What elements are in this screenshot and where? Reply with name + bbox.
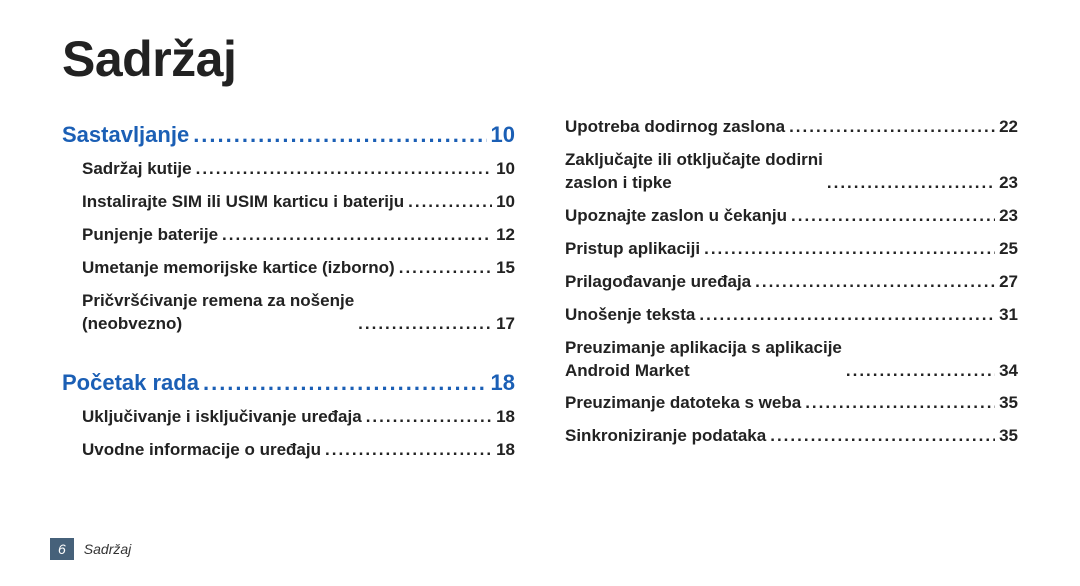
entry-page: 15	[496, 257, 515, 280]
leader-dots	[704, 238, 995, 261]
section-page: 10	[491, 122, 515, 148]
toc-entry: Pristup aplikaciji 25	[565, 238, 1018, 261]
entry-label: Uključivanje i isključivanje uređaja	[82, 406, 362, 429]
toc-entry: Uvodne informacije o uređaju 18	[62, 439, 515, 462]
entry-label: Preuzimanje aplikacija s aplikacije Andr…	[565, 337, 842, 383]
entry-label: Punjenje baterije	[82, 224, 218, 247]
entry-page: 17	[496, 313, 515, 336]
entry-page: 34	[999, 360, 1018, 383]
toc-entry: Unošenje teksta 31	[565, 304, 1018, 327]
entry-label: Uvodne informacije o uređaju	[82, 439, 321, 462]
entry-label-line2: (neobvezno)	[82, 313, 354, 336]
section-page: 18	[491, 370, 515, 396]
leader-dots	[325, 439, 492, 462]
entry-label-line1: Zaključajte ili otključajte dodirni	[565, 150, 823, 169]
leader-dots	[805, 392, 995, 415]
toc-entry: Upotreba dodirnog zaslona 22	[565, 116, 1018, 139]
page-number-badge: 6	[50, 538, 74, 560]
entry-label: Preuzimanje datoteka s weba	[565, 392, 801, 415]
entry-page: 22	[999, 116, 1018, 139]
entry-label: Unošenje teksta	[565, 304, 695, 327]
section-header-sastavljanje: Sastavljanje 10	[62, 122, 515, 148]
leader-dots	[203, 370, 487, 396]
spacer	[62, 346, 515, 364]
leader-dots	[846, 360, 995, 383]
section-label: Sastavljanje	[62, 122, 189, 148]
entry-page: 35	[999, 392, 1018, 415]
toc-right-column: Upotreba dodirnog zaslona 22 Zaključajte…	[565, 116, 1018, 472]
entry-page: 31	[999, 304, 1018, 327]
entry-label: Upoznajte zaslon u čekanju	[565, 205, 787, 228]
entry-label-line1: Preuzimanje aplikacija s aplikacije	[565, 338, 842, 357]
leader-dots	[399, 257, 492, 280]
leader-dots	[193, 122, 486, 148]
leader-dots	[791, 205, 995, 228]
page-footer: 6 Sadržaj	[50, 538, 131, 560]
page: Sadržaj Sastavljanje 10 Sadržaj kutije 1…	[0, 0, 1080, 586]
entry-label: Upotreba dodirnog zaslona	[565, 116, 785, 139]
entry-page: 10	[496, 158, 515, 181]
entry-label-line2: Android Market	[565, 360, 842, 383]
toc-left-column: Sastavljanje 10 Sadržaj kutije 10 Instal…	[62, 116, 515, 472]
entry-label: Zaključajte ili otključajte dodirni zasl…	[565, 149, 823, 195]
entry-label: Pričvršćivanje remena za nošenje (neobve…	[82, 290, 354, 336]
entry-page: 25	[999, 238, 1018, 261]
leader-dots	[789, 116, 995, 139]
leader-dots	[222, 224, 492, 247]
entry-label-line2: zaslon i tipke	[565, 172, 823, 195]
page-title: Sadržaj	[62, 30, 1018, 88]
toc-entry: Prilagođavanje uređaja 27	[565, 271, 1018, 294]
entry-page: 10	[496, 191, 515, 214]
entry-page: 23	[999, 172, 1018, 195]
leader-dots	[196, 158, 492, 181]
leader-dots	[770, 425, 995, 448]
entry-label: Pristup aplikaciji	[565, 238, 700, 261]
entry-page: 23	[999, 205, 1018, 228]
leader-dots	[827, 172, 995, 195]
toc-entry: Sadržaj kutije 10	[62, 158, 515, 181]
leader-dots	[755, 271, 995, 294]
entry-label: Instalirajte SIM ili USIM karticu i bate…	[82, 191, 404, 214]
running-head: Sadržaj	[84, 541, 131, 557]
toc-entry: Preuzimanje aplikacija s aplikacije Andr…	[565, 337, 1018, 383]
section-label: Početak rada	[62, 370, 199, 396]
toc-entry: Pričvršćivanje remena za nošenje (neobve…	[62, 290, 515, 336]
toc-entry: Sinkroniziranje podataka 35	[565, 425, 1018, 448]
leader-dots	[699, 304, 995, 327]
entry-label: Prilagođavanje uređaja	[565, 271, 751, 294]
entry-label-line1: Pričvršćivanje remena za nošenje	[82, 291, 354, 310]
entry-label: Sadržaj kutije	[82, 158, 192, 181]
toc-entry: Punjenje baterije 12	[62, 224, 515, 247]
entry-label: Umetanje memorijske kartice (izborno)	[82, 257, 395, 280]
entry-page: 27	[999, 271, 1018, 294]
entry-label: Sinkroniziranje podataka	[565, 425, 766, 448]
entry-page: 12	[496, 224, 515, 247]
entry-page: 35	[999, 425, 1018, 448]
leader-dots	[408, 191, 492, 214]
leader-dots	[358, 313, 492, 336]
entry-page: 18	[496, 439, 515, 462]
toc-entry: Instalirajte SIM ili USIM karticu i bate…	[62, 191, 515, 214]
toc-entry: Preuzimanje datoteka s weba 35	[565, 392, 1018, 415]
leader-dots	[366, 406, 492, 429]
toc-entry: Zaključajte ili otključajte dodirni zasl…	[565, 149, 1018, 195]
section-header-pocetak: Početak rada 18	[62, 370, 515, 396]
toc-entry: Uključivanje i isključivanje uređaja 18	[62, 406, 515, 429]
toc-entry: Umetanje memorijske kartice (izborno) 15	[62, 257, 515, 280]
toc-entry: Upoznajte zaslon u čekanju 23	[565, 205, 1018, 228]
toc-columns: Sastavljanje 10 Sadržaj kutije 10 Instal…	[62, 116, 1018, 472]
entry-page: 18	[496, 406, 515, 429]
